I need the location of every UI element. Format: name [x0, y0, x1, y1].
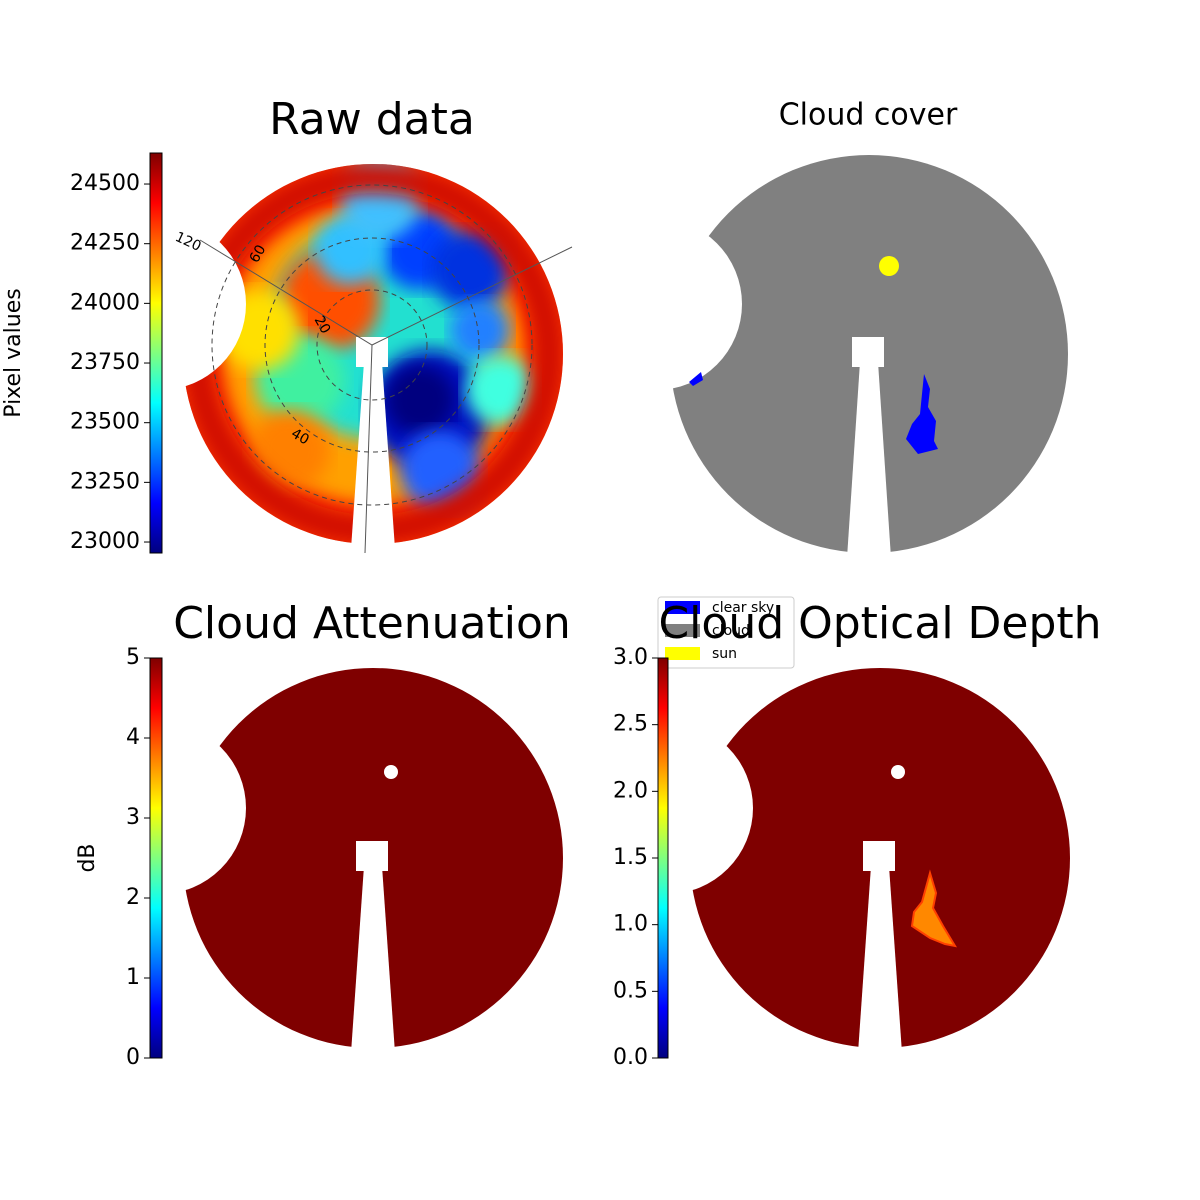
texture-blob	[465, 355, 535, 425]
cod-patch	[910, 869, 958, 948]
polar-grid-circle	[264, 237, 480, 453]
sun-mask	[891, 765, 905, 779]
colorbar	[149, 152, 163, 554]
texture-blob	[450, 300, 510, 360]
legend-label: clear sky	[712, 600, 774, 616]
colorbar-tick-label: 1.0	[613, 912, 648, 937]
sky-image	[570, 155, 1068, 558]
colorbar-tick-label: 5	[126, 645, 140, 670]
texture-blob	[430, 230, 510, 310]
raw-texture	[183, 164, 563, 544]
legend-label: sun	[712, 646, 737, 662]
colorbar-tick-label: 23750	[70, 350, 140, 375]
sky-image	[581, 668, 1070, 1053]
mast-shadow	[847, 362, 891, 558]
sun-region	[879, 256, 899, 276]
sky-image	[74, 668, 563, 1053]
colorbar-tick-label: 3	[126, 805, 140, 830]
colorbar-tick-label: 2.0	[613, 778, 648, 803]
colorbar	[657, 657, 669, 1059]
colorbar-tick-label: 24000	[70, 290, 140, 315]
mast-shadow	[858, 866, 902, 1053]
colorbar-tick-label: 0.0	[613, 1045, 648, 1070]
colorbar-tick-label: 1	[126, 965, 140, 990]
panel-title: Cloud Optical Depth	[658, 598, 1101, 649]
sky-image	[74, 164, 563, 549]
camera-mount	[356, 841, 388, 871]
polar-grid-circle	[211, 184, 533, 506]
colorbar-tick-label: 1.5	[613, 845, 648, 870]
colorbar-tick-label: 0.5	[613, 978, 648, 1003]
mast-shadow	[351, 362, 395, 549]
colorbar-tick-label: 3.0	[613, 645, 648, 670]
panel-title: Raw data	[269, 94, 475, 145]
clear-sky-region	[689, 372, 703, 386]
colorbar-tick-label: 24500	[70, 171, 140, 196]
polar-label: 40	[288, 426, 311, 449]
legend: clear sky cloud sun	[657, 596, 795, 669]
colorbar	[149, 657, 163, 1059]
clear-sky-region	[906, 374, 938, 454]
polar-label: 60	[247, 242, 270, 265]
colorbar-tick-label: 23500	[70, 410, 140, 435]
polar-label: 20	[311, 313, 334, 336]
sun-mask	[384, 765, 398, 779]
colorbar-tick-label: 23250	[70, 469, 140, 494]
colorbar-tick-label: 2	[126, 885, 140, 910]
colorbar-label: dB	[75, 843, 100, 872]
legend-swatch	[665, 647, 700, 660]
camera-mount	[852, 337, 884, 367]
legend-label: cloud	[712, 623, 750, 639]
colorbar-label: Pixel values	[1, 288, 26, 417]
colorbar-tick-label: 2.5	[613, 712, 648, 737]
polar-grid-circle	[316, 289, 428, 401]
texture-blob	[250, 410, 330, 490]
mast-shadow	[351, 866, 395, 1053]
panel-title: Cloud cover	[779, 98, 958, 133]
polar-grid-line	[364, 344, 373, 554]
colorbar-tick-label: 4	[126, 725, 140, 750]
camera-mount	[863, 841, 895, 871]
colorbar-tick-label: 23000	[70, 529, 140, 554]
colorbar-tick-label: 0	[126, 1045, 140, 1070]
legend-swatch	[665, 624, 700, 637]
legend-swatch	[665, 601, 700, 614]
horizon-notch	[570, 218, 742, 390]
texture-blob	[385, 365, 455, 435]
panel-title: Cloud Attenuation	[173, 598, 571, 649]
colorbar-tick-label: 24250	[70, 231, 140, 256]
